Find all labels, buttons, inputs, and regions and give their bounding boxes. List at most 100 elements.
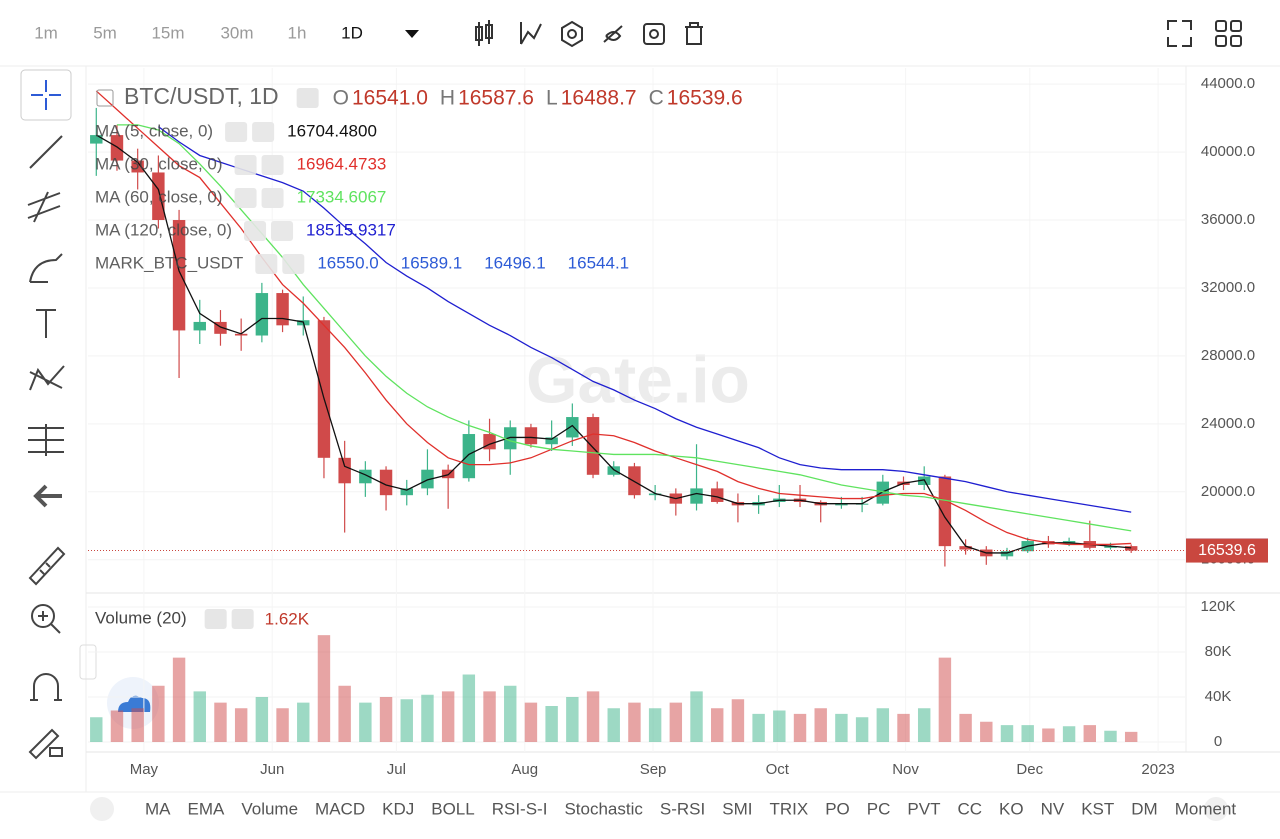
- crosshair-tool[interactable]: [20, 69, 72, 121]
- indicator-close[interactable]: [282, 254, 305, 274]
- indicator-button[interactable]: [520, 22, 542, 45]
- draw-button[interactable]: [603, 25, 623, 43]
- candle-body: [234, 333, 248, 336]
- indicator-close[interactable]: [261, 155, 284, 175]
- candle-body: [959, 546, 972, 550]
- indicator-close[interactable]: [271, 221, 294, 241]
- indicator-close[interactable]: [252, 122, 275, 142]
- interval-button[interactable]: 15m: [151, 23, 184, 42]
- candle-body: [938, 476, 952, 547]
- indicator-tab[interactable]: KDJ: [382, 799, 414, 818]
- volume-bar: [214, 702, 227, 742]
- indicator-tab[interactable]: PO: [825, 799, 850, 818]
- indicator-tab[interactable]: DM: [1131, 799, 1157, 818]
- candle-body: [255, 293, 269, 336]
- indicator-close[interactable]: [261, 188, 284, 208]
- indicator-tab[interactable]: CC: [957, 799, 982, 818]
- volume-bar: [959, 713, 972, 742]
- y-tick-label: 44000.0: [1201, 75, 1255, 92]
- interval-dropdown[interactable]: [405, 30, 419, 38]
- interval-button[interactable]: 1h: [288, 23, 307, 42]
- indicator-settings[interactable]: [234, 155, 257, 175]
- indicator-value: 16544.1: [568, 253, 629, 272]
- indicator-tab[interactable]: SMI: [722, 799, 752, 818]
- tabs-scroll-left[interactable]: [90, 797, 114, 821]
- indicator-tab[interactable]: EMA: [188, 799, 226, 818]
- indicator-tab[interactable]: Volume: [241, 799, 298, 818]
- candle-body: [214, 321, 227, 334]
- candle-body: [586, 417, 600, 475]
- indicator-tab[interactable]: S-RSI: [660, 799, 705, 818]
- y-tick-label: 28000.0: [1201, 347, 1255, 364]
- volume-bar: [545, 706, 558, 742]
- volume-current: 1.62K: [265, 609, 310, 628]
- tabs-scroll-right[interactable]: [1204, 797, 1228, 821]
- indicator-tab[interactable]: MACD: [315, 799, 365, 818]
- indicator-tab[interactable]: PC: [867, 799, 891, 818]
- pattern-tool[interactable]: [29, 365, 65, 391]
- candle-body: [131, 160, 144, 173]
- indicator-tab[interactable]: BOLL: [431, 799, 474, 818]
- x-tick-label: Jun: [260, 761, 284, 778]
- volume-bar: [607, 708, 620, 742]
- line-tool[interactable]: [29, 135, 63, 169]
- indicator-tab[interactable]: PVT: [907, 799, 940, 818]
- ohlc-label: C: [649, 87, 664, 110]
- volume-close[interactable]: [231, 609, 254, 629]
- indicator-tab[interactable]: KO: [999, 799, 1024, 818]
- volume-bar: [835, 713, 848, 742]
- indicator-tab[interactable]: RSI-S-I: [492, 799, 548, 818]
- indicator-tab[interactable]: KST: [1081, 799, 1114, 818]
- volume-bar: [379, 697, 393, 742]
- zoom-tool[interactable]: [31, 604, 61, 634]
- symbol-icon: [96, 89, 114, 107]
- settings-button[interactable]: [561, 20, 583, 48]
- channel-tool[interactable]: [27, 191, 61, 223]
- collapse-button[interactable]: [79, 644, 97, 680]
- indicator-settings[interactable]: [244, 221, 267, 241]
- interval-button[interactable]: 1m: [34, 23, 58, 42]
- interval-button[interactable]: 5m: [93, 23, 117, 42]
- symbol-settings[interactable]: [296, 88, 319, 108]
- candle-body: [835, 503, 848, 506]
- ohlc-value: 16587.6: [458, 87, 534, 110]
- layout-button[interactable]: [1215, 20, 1242, 47]
- lock-tool[interactable]: [28, 728, 63, 760]
- indicator-tab[interactable]: Moment: [1175, 799, 1237, 818]
- volume-bar: [421, 694, 434, 742]
- indicator-settings[interactable]: [234, 188, 257, 208]
- indicator-value: 17334.6067: [297, 187, 387, 206]
- interval-button[interactable]: 30m: [220, 23, 253, 42]
- volume-bar: [172, 657, 186, 742]
- back-tool[interactable]: [33, 484, 62, 508]
- interval-button[interactable]: 1D: [341, 23, 363, 42]
- indicator-value: 16496.1: [484, 253, 545, 272]
- candle-body: [524, 427, 538, 445]
- candle-body: [193, 321, 206, 331]
- last-price-tag-bg: [1186, 538, 1268, 563]
- ohlc-label: O: [333, 87, 349, 110]
- candle-body: [110, 135, 124, 161]
- candle-body: [172, 220, 186, 331]
- x-tick-label: Oct: [766, 761, 790, 778]
- candle-body: [1124, 546, 1138, 551]
- fib-tool[interactable]: [28, 424, 64, 456]
- indicator-tab[interactable]: TRIX: [769, 799, 808, 818]
- indicator-settings[interactable]: [225, 122, 248, 142]
- candle-type-button[interactable]: [475, 20, 493, 46]
- volume-bar: [462, 674, 476, 742]
- volume-bar: [814, 708, 827, 742]
- text-tool[interactable]: [36, 309, 56, 338]
- indicator-tab[interactable]: Stochastic: [564, 799, 643, 818]
- fullscreen-button[interactable]: [1167, 20, 1192, 47]
- volume-settings[interactable]: [204, 609, 227, 629]
- screenshot-button[interactable]: [643, 23, 665, 45]
- indicator-tab[interactable]: MA: [145, 799, 171, 818]
- magnet-tool[interactable]: [30, 673, 62, 701]
- brush-tool[interactable]: [29, 253, 63, 283]
- ruler-tool[interactable]: [28, 546, 66, 586]
- indicator-tab[interactable]: NV: [1041, 799, 1065, 818]
- delete-button[interactable]: [685, 22, 703, 45]
- volume-bar: [504, 685, 517, 742]
- indicator-settings[interactable]: [255, 254, 278, 274]
